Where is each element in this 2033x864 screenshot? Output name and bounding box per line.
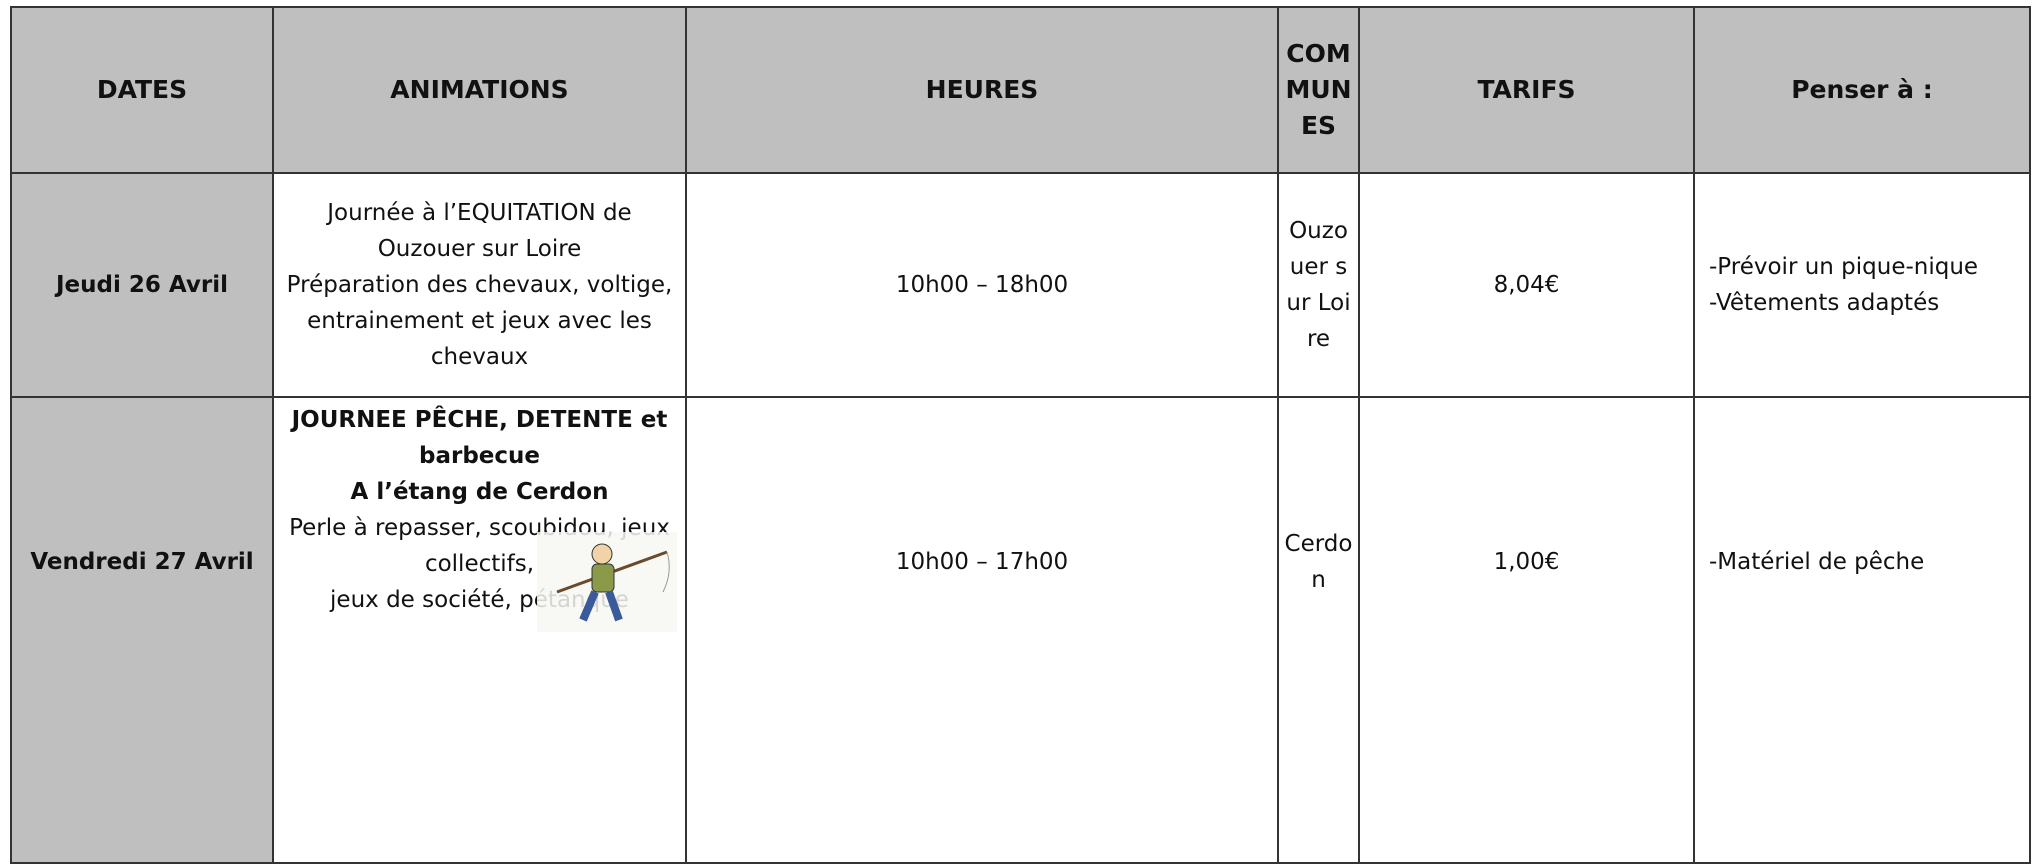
column-header: DATES bbox=[10, 6, 274, 174]
table-row: Vendredi 27 Avril JOURNEE PÊCHE, DETENTE … bbox=[10, 396, 2031, 864]
hours-cell: 10h00 – 18h00 bbox=[685, 172, 1279, 398]
hours-cell: 10h00 – 17h00 bbox=[685, 396, 1279, 864]
tarif-cell: 1,00€ bbox=[1358, 396, 1695, 864]
column-header: HEURES bbox=[685, 6, 1279, 174]
page: DATES ANIMATIONS HEURES COMMUNES TARIFS Pense… bbox=[10, 6, 2031, 864]
column-header: COMMUNES bbox=[1277, 6, 1360, 174]
animation-text: Préparation des chevaux, voltige, entrai… bbox=[286, 272, 673, 370]
animation-title: A l’étang de Cerdon bbox=[350, 479, 609, 505]
note: -Matériel de pêche bbox=[1709, 549, 1925, 575]
fisherman-clipart bbox=[537, 532, 677, 632]
column-header: ANIMATIONS bbox=[272, 6, 687, 174]
tarif-cell: 8,04€ bbox=[1358, 172, 1695, 398]
notes-cell: -Prévoir un pique-nique -Vêtements adapté… bbox=[1693, 172, 2031, 398]
date-cell: Jeudi 26 Avril bbox=[10, 172, 274, 398]
note: -Vêtements adaptés bbox=[1709, 290, 1940, 316]
column-header: Penser à : bbox=[1693, 6, 2031, 174]
commune-cell: Cerdon bbox=[1277, 396, 1360, 864]
note: -Prévoir un pique-nique bbox=[1709, 254, 1979, 280]
notes-cell: -Matériel de pêche bbox=[1693, 396, 2031, 864]
commune-cell: Ouzouer sur Loire bbox=[1277, 172, 1360, 398]
animation-text: Journée à l’EQUITATION de Ouzouer sur Lo… bbox=[327, 200, 632, 262]
header-row: DATES ANIMATIONS HEURES COMMUNES TARIFS Pense… bbox=[10, 6, 2031, 174]
date-cell: Vendredi 27 Avril bbox=[10, 396, 274, 864]
animation-text: collectifs, bbox=[424, 551, 535, 577]
animation-title: JOURNEE PÊCHE, DETENTE et barbecue bbox=[291, 407, 668, 469]
column-header: TARIFS bbox=[1358, 6, 1695, 174]
schedule-table: DATES ANIMATIONS HEURES COMMUNES TARIFS Pense… bbox=[10, 6, 2031, 864]
table-row: Jeudi 26 Avril Journée à l’EQUITATION de … bbox=[10, 172, 2031, 398]
animation-cell: Journée à l’EQUITATION de Ouzouer sur Lo… bbox=[272, 172, 687, 398]
